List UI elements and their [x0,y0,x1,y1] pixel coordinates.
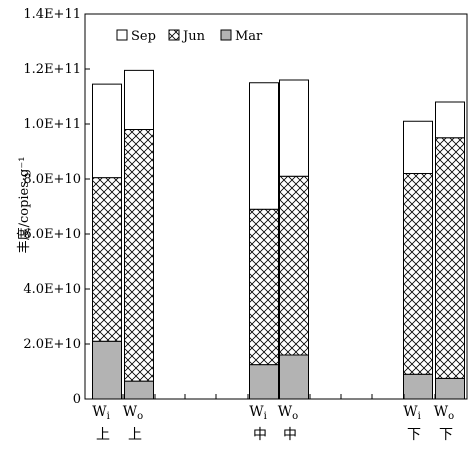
bar-segment-mar [279,354,309,400]
bar-segment-jun [249,208,279,366]
y-tick-label: 2.0E+10 [23,337,81,352]
bar-segment-sep [279,79,309,177]
y-axis-label: 丰度/copies·g⁻¹ [16,157,32,254]
x-group-label: 上 [96,427,110,443]
bar-segment-sep [435,101,465,139]
x-category-label: Wi [249,404,267,422]
bar-segment-sep [249,82,279,210]
bar-segment-mar [124,380,154,400]
x-category-label: Wi [403,404,421,422]
bar-segment-mar [249,364,279,400]
y-tick-label: 1.0E+11 [23,117,81,132]
y-tick-label: 4.0E+10 [23,282,81,297]
bar-segment-jun [124,129,154,382]
legend-swatch-jun [168,29,180,41]
bar-segment-sep [92,83,122,179]
bar-segment-jun [403,173,433,375]
x-group-label: 中 [253,427,267,443]
legend: Sep Jun Mar [116,29,263,44]
y-tick-label: 1.2E+11 [23,62,81,77]
category-labels: Wi 上 Wo 上 Wi 中 Wo 中 Wi 下 Wo 下 [92,404,454,443]
legend-label-sep: Sep [131,29,156,44]
bar-segment-jun [435,137,465,379]
legend-swatch-mar [220,29,232,41]
y-tick-label: 0 [73,392,81,407]
x-group-label: 下 [407,427,421,443]
bar-segment-jun [92,177,122,342]
bar-segment-sep [403,120,433,174]
x-category-label: Wo [434,404,454,422]
y-tick-label: 1.4E+11 [23,7,81,22]
y-tick-label: 6.0E+10 [23,227,81,242]
bars-layer [92,69,465,400]
bar-segment-sep [124,69,154,130]
legend-swatch-sep [116,29,128,41]
x-group-label: 下 [439,427,453,443]
plot-frame [84,13,468,400]
y-tick-label: 8.0E+10 [23,172,81,187]
bar-segment-mar [403,373,433,400]
bar-segment-mar [92,340,122,400]
legend-label-mar: Mar [235,29,263,44]
bar-segment-jun [279,175,309,356]
axes-layer: 0 2.0E+10 4.0E+10 6.0E+10 8.0E+10 1.0E+11 1.2E… [23,7,468,407]
x-category-label: Wo [278,404,298,422]
legend-label-jun: Jun [181,29,206,44]
x-category-label: Wi [92,404,110,422]
x-group-label: 上 [128,427,142,443]
x-group-label: 中 [283,427,297,443]
x-category-label: Wo [123,404,143,422]
bar-segment-mar [435,377,465,400]
